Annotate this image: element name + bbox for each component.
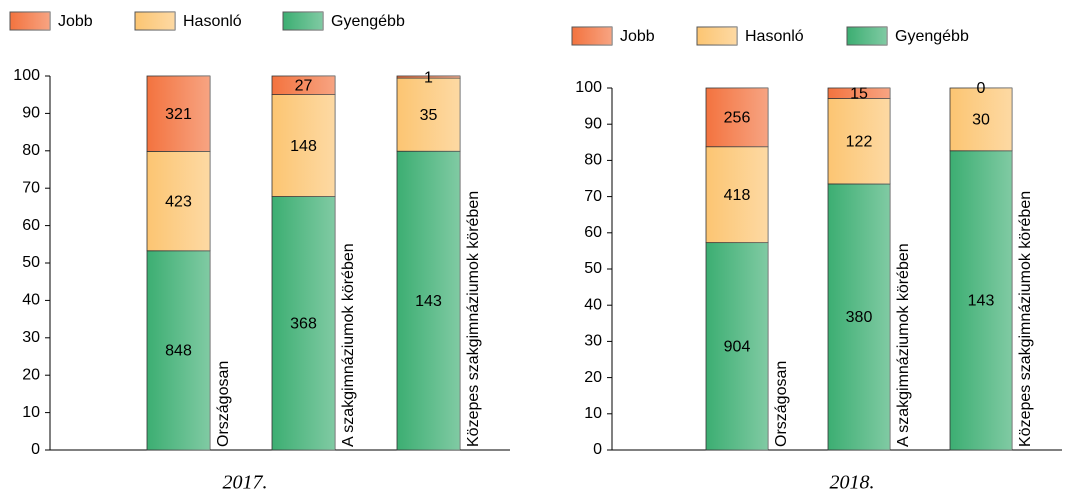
y-tick-label: 80 (22, 142, 40, 159)
legend-label: Jobb (620, 28, 655, 45)
legend-label: Gyengébb (895, 28, 969, 45)
legend-shine (283, 12, 323, 30)
bar-shine (397, 151, 460, 450)
category-label: Közepes szakgimnáziumok körében (465, 191, 482, 447)
y-tick-label: 90 (584, 115, 602, 132)
y-tick-label: 30 (584, 333, 602, 350)
bar-shine (706, 242, 768, 450)
y-tick-label: 50 (584, 260, 602, 277)
y-tick-label: 30 (22, 329, 40, 346)
data-label: 15 (850, 85, 868, 102)
y-tick-label: 20 (584, 369, 602, 386)
bar-shine (828, 183, 890, 450)
category-label: Országosan (773, 361, 790, 447)
y-tick-label: 60 (22, 217, 40, 234)
y-tick-label: 100 (575, 79, 602, 96)
data-label: 148 (290, 138, 317, 155)
data-label: 1 (424, 69, 433, 86)
chart-caption: 2018. (830, 472, 875, 494)
bar-shine (828, 88, 890, 99)
data-label: 143 (968, 293, 995, 310)
data-label: 321 (165, 106, 192, 123)
data-label: 418 (724, 187, 751, 204)
data-label: 30 (972, 112, 990, 129)
y-tick-label: 70 (584, 188, 602, 205)
bar-shine (706, 88, 768, 147)
bar-shine (272, 94, 335, 197)
y-tick-label: 0 (31, 441, 40, 458)
bar-shine (828, 98, 890, 184)
category-label: Országosan (215, 361, 232, 447)
y-tick-label: 90 (22, 105, 40, 122)
y-tick-label: 0 (593, 441, 602, 458)
legend-label: Hasonló (183, 13, 242, 30)
data-label: 423 (165, 193, 192, 210)
bar-shine (950, 88, 1012, 151)
y-tick-label: 80 (584, 152, 602, 169)
bar-shine (397, 78, 460, 152)
bar-shine (147, 250, 210, 450)
y-tick-label: 20 (22, 366, 40, 383)
y-tick-label: 10 (584, 405, 602, 422)
legend-shine (697, 27, 737, 45)
y-tick-label: 10 (22, 404, 40, 421)
y-tick-label: 70 (22, 179, 40, 196)
bar-shine (397, 76, 460, 79)
data-label: 27 (295, 78, 313, 95)
y-tick-label: 40 (584, 296, 602, 313)
legend-shine (135, 12, 175, 30)
bar-shine (950, 150, 1012, 450)
data-label: 143 (415, 293, 442, 310)
data-label: 122 (846, 133, 873, 150)
category-label: A szakgimnáziumok körében (340, 243, 357, 447)
category-label: Közepes szakgimnáziumok körében (1017, 191, 1034, 447)
category-label: A szakgimnáziumok körében (895, 243, 912, 447)
data-label: 35 (420, 107, 438, 124)
legend-shine (847, 27, 887, 45)
data-label: 368 (290, 315, 317, 332)
legend-label: Gyengébb (331, 13, 405, 30)
bar-shine (272, 76, 335, 95)
y-tick-label: 100 (13, 67, 40, 84)
legend-shine (572, 27, 612, 45)
data-label: 904 (724, 339, 751, 356)
legend-label: Jobb (58, 13, 93, 30)
y-tick-label: 60 (584, 224, 602, 241)
legend-label: Hasonló (745, 28, 804, 45)
data-label: 380 (846, 309, 873, 326)
legend-shine (10, 12, 50, 30)
data-label: 0 (977, 80, 986, 97)
y-tick-label: 50 (22, 254, 40, 271)
bar-shine (147, 151, 210, 251)
y-tick-label: 40 (22, 292, 40, 309)
bar-shine (706, 146, 768, 243)
bar-shine (272, 196, 335, 450)
bar-shine (147, 76, 210, 152)
chart-caption: 2017. (223, 472, 268, 494)
data-label: 256 (724, 110, 751, 127)
data-label: 848 (165, 343, 192, 360)
